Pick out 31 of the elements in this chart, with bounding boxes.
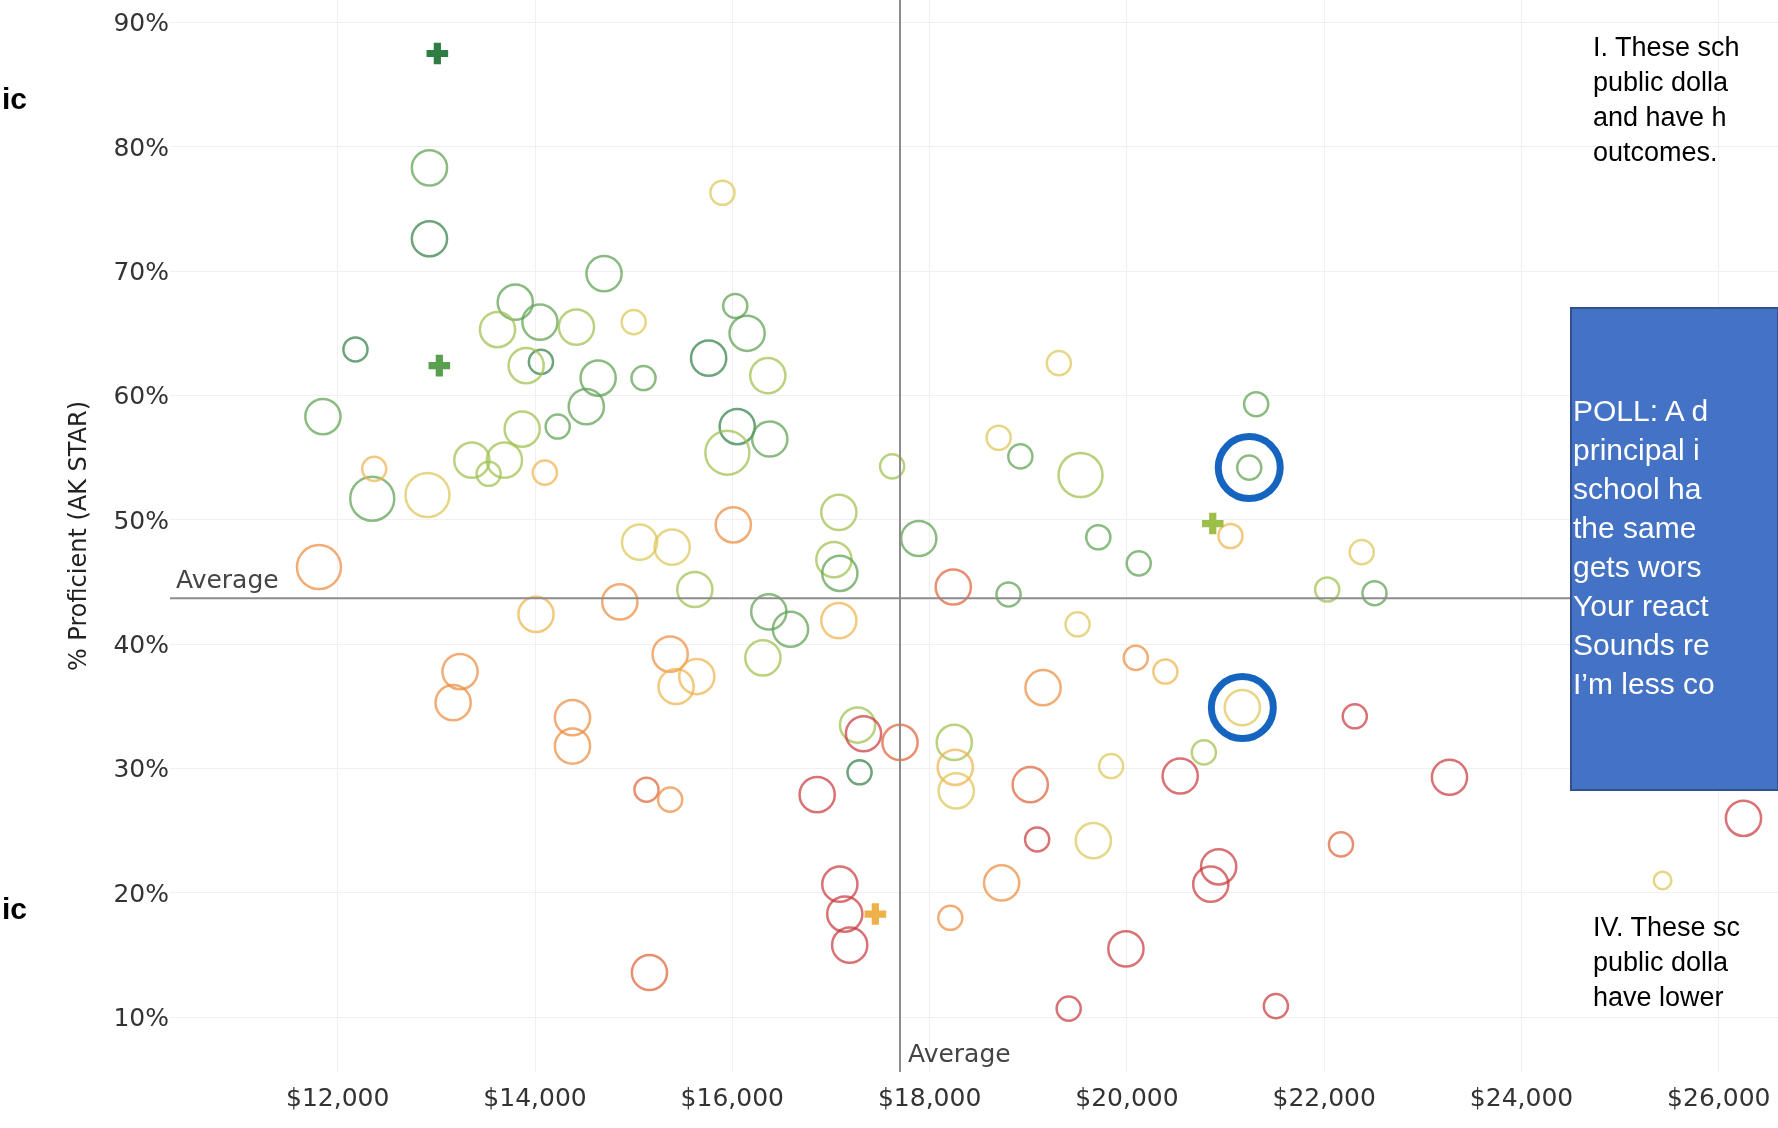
y-tick-label: 60% [113,381,169,411]
y-tick-label: 40% [113,629,169,659]
y-tick-label: 20% [113,878,169,908]
y-tick-label: 70% [113,256,169,286]
x-tick-label: $16,000 [680,1083,785,1112]
x-tick-label: $20,000 [1075,1083,1179,1112]
y-tick-label: 80% [113,132,169,162]
y-tick-label: 50% [113,505,169,535]
point [1207,673,1277,743]
x-tick-label: $14,000 [483,1083,587,1112]
text: ic [2,82,28,115]
point [1214,433,1284,503]
annotation: IV. These sc public dolla have lower [1593,912,1741,1013]
point [864,903,887,925]
y-axis-title: % Proficient (AK STAR) [63,400,92,672]
x-tick-label: $22,000 [1272,1083,1376,1112]
x-tick-label: $26,000 [1667,1083,1771,1112]
x-tick-label: $24,000 [1469,1083,1574,1112]
point [428,354,451,377]
y-tick-label: 10% [113,1003,169,1033]
point [426,42,449,65]
annotation: I. These sch public dolla and have h outcomes. [1593,32,1740,168]
x-tick-label: $12,000 [286,1083,390,1112]
point [1201,512,1224,535]
y-tick-label: 90% [113,8,169,38]
annotation: POLL: A d principal i school ha the same gets wors Your react Sounds re I’m less co [1573,394,1715,700]
y-tick-label: 30% [113,754,169,784]
ref-line-label: Average [176,565,279,594]
x-tick-label: $18,000 [877,1083,982,1112]
ref-line-label: Average [908,1039,1011,1068]
text: ic [2,892,28,925]
